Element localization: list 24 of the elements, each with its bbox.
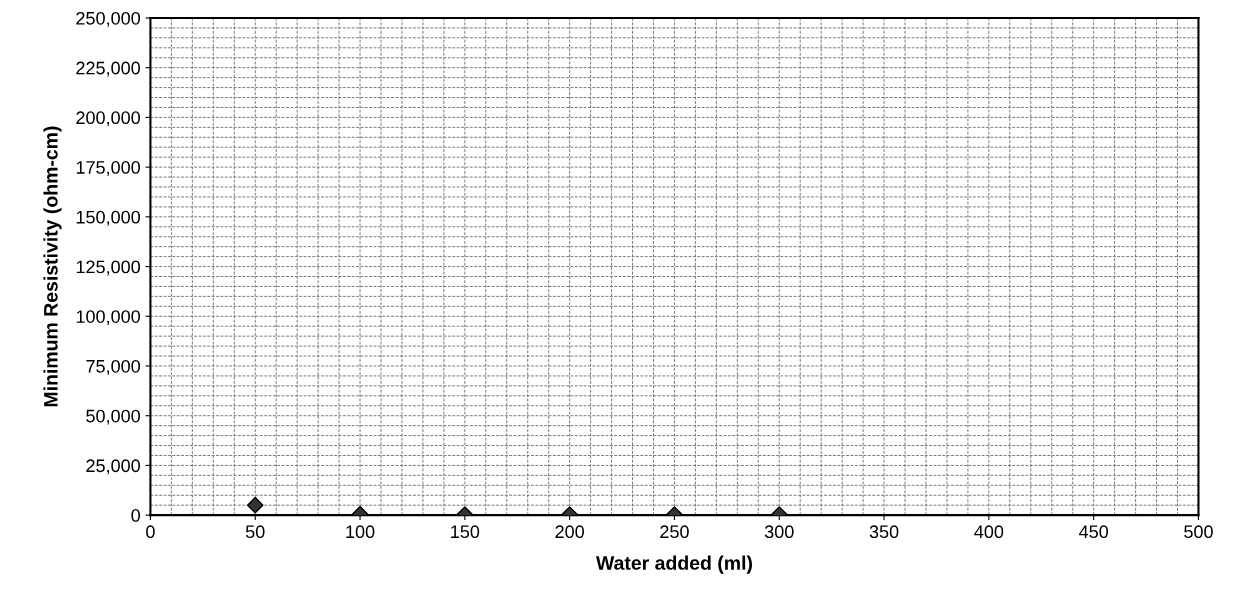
y-tick-label: 100,000 (76, 310, 140, 326)
x-tick-label: 50 (245, 525, 265, 539)
x-tick-label: 300 (764, 525, 794, 539)
x-tick-label: 150 (451, 525, 480, 539)
y-tick-label: 175,000 (76, 161, 140, 176)
x-axis-title: Water added (ml) (595, 555, 752, 574)
y-tick-label: 50,000 (86, 409, 140, 425)
y-axis-title: Minimum Resistivity (ohm-cm) (43, 126, 62, 407)
y-tick-label: 150,000 (76, 210, 140, 226)
x-tick-label: 450 (1079, 525, 1109, 539)
y-tick-label: 75,000 (86, 359, 140, 375)
x-tick-label: 350 (869, 525, 899, 539)
y-tick-label: 125,000 (76, 260, 140, 276)
x-tick-label: 200 (555, 525, 584, 539)
y-tick-label: 0 (131, 509, 140, 522)
y-tick-label: 25,000 (86, 459, 140, 475)
x-tick-label: 400 (974, 525, 1004, 539)
x-tick-label: 500 (1184, 525, 1213, 539)
y-tick-label: 250,000 (76, 11, 140, 27)
y-tick-label: 225,000 (76, 61, 140, 77)
x-tick-label: 250 (660, 525, 689, 539)
x-tick-label: 100 (346, 525, 375, 539)
x-tick-label: 0 (146, 525, 155, 539)
y-tick-label: 200,000 (76, 111, 140, 127)
